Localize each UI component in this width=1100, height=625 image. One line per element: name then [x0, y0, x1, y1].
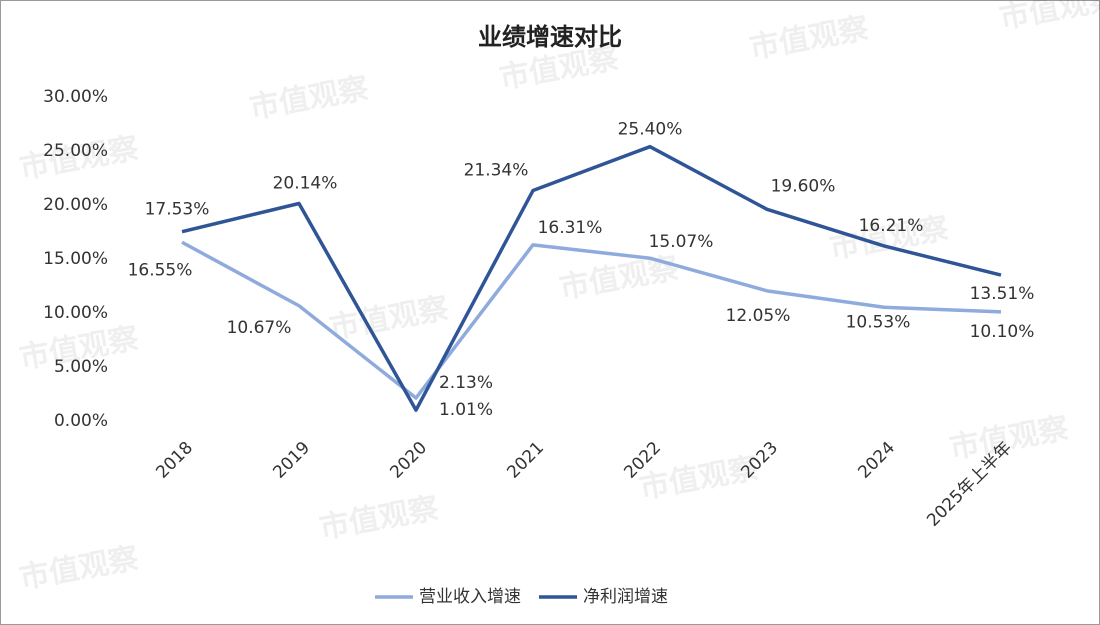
data-label: 21.34% — [464, 161, 529, 181]
data-label: 25.40% — [618, 120, 683, 140]
data-label: 15.07% — [649, 232, 714, 252]
y-tick-label: 0.00% — [54, 411, 108, 431]
line-series — [181, 144, 1002, 412]
line-series — [181, 240, 1002, 400]
data-label: 12.05% — [726, 306, 791, 326]
data-label: 16.31% — [538, 218, 603, 238]
data-label: 17.53% — [145, 200, 210, 220]
chart-title: 业绩增速对比 — [478, 23, 622, 51]
data-label: 10.67% — [227, 318, 292, 338]
data-label: 19.60% — [771, 176, 836, 196]
data-label: 13.51% — [970, 284, 1035, 304]
legend-label: 营业收入增速 — [419, 587, 521, 607]
legend-label: 净利润增速 — [583, 587, 668, 607]
data-label: 16.21% — [859, 216, 924, 236]
y-tick-label: 20.00% — [43, 195, 108, 215]
y-tick-label: 30.00% — [43, 87, 108, 107]
y-tick-label: 10.00% — [43, 303, 108, 323]
data-label: 2.13% — [439, 373, 493, 393]
data-label: 1.01% — [439, 400, 493, 420]
data-label: 10.10% — [970, 322, 1035, 342]
y-tick-label: 5.00% — [54, 357, 108, 377]
y-tick-label: 25.00% — [43, 141, 108, 161]
data-label: 16.55% — [128, 260, 193, 280]
y-tick-label: 15.00% — [43, 249, 108, 269]
data-label: 20.14% — [273, 173, 338, 193]
data-label: 10.53% — [846, 312, 911, 332]
